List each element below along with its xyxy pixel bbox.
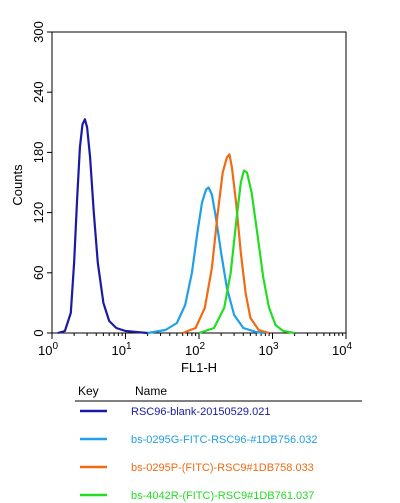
y-tick-label: 180 (31, 142, 46, 164)
legend-name-header: Name (135, 384, 167, 398)
legend-label-4: bs-4042R-(FITC)-RSC9#1DB761.037 (131, 490, 314, 502)
series-group (57, 118, 295, 335)
y-tick-label: 300 (31, 21, 46, 43)
y-tick-label: 60 (31, 266, 46, 280)
series-line-1 (57, 118, 148, 335)
x-tick-label: 102 (185, 341, 205, 358)
x-axis-title: FL1-H (181, 360, 217, 375)
x-tick-label: 104 (332, 341, 352, 358)
x-axis-ticks: 100 101 102 103 104 (38, 333, 352, 358)
x-tick-label: 103 (258, 341, 278, 358)
legend-key-header: Key (78, 384, 99, 398)
legend-label-1: RSC96-blank-20150529.021 (131, 406, 270, 418)
series-line-3 (182, 153, 270, 335)
x-tick-label: 100 (38, 341, 58, 358)
plot-frame (51, 31, 347, 334)
legend-label-2: bs-0295G-FITC-RSC96-#1DB756.032 (131, 434, 317, 446)
y-tick-label: 240 (31, 81, 46, 103)
y-axis-title: Counts (10, 164, 25, 206)
legend: RSC96-blank-20150529.021 bs-0295G-FITC-RS… (80, 406, 317, 502)
x-tick-label: 101 (111, 341, 131, 358)
legend-label-3: bs-0295P-(FITC)-RSC9#1DB758.033 (131, 462, 314, 474)
y-tick-label: 0 (31, 329, 46, 336)
y-axis-ticks: 0 60 120 180 240 300 (31, 21, 52, 337)
series-line-2 (147, 186, 266, 335)
series-line-4 (198, 169, 295, 335)
y-tick-label: 120 (31, 202, 46, 224)
